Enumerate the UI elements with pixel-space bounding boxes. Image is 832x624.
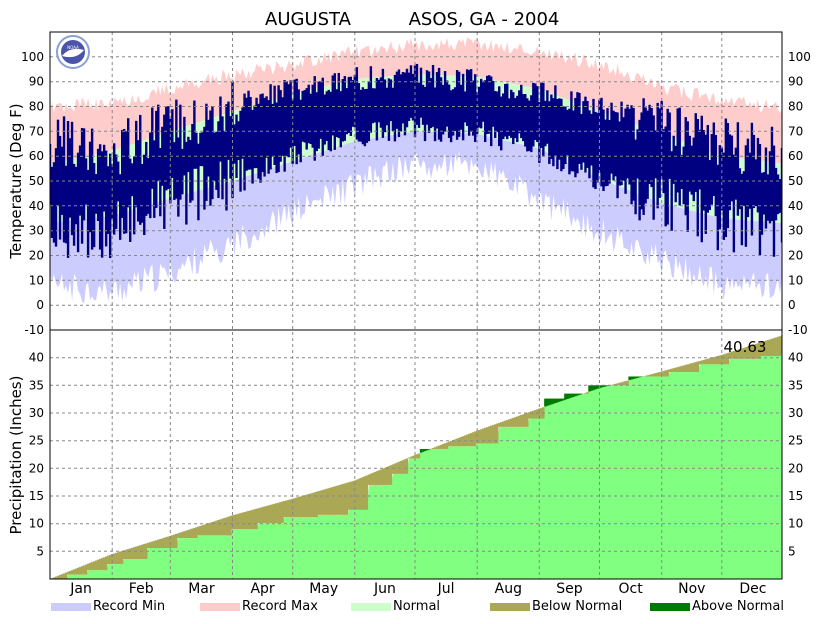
legend-swatch [51, 603, 91, 611]
precip-y-tick-label: 15 [29, 489, 44, 503]
temp-y-tick-label-right: 20 [788, 249, 803, 263]
legend-label: Record Max [242, 599, 318, 614]
chart-title-station: AUGUSTA [265, 9, 352, 30]
month-tick-label: Aug [495, 581, 522, 597]
precip-y-tick-label: 40 [29, 351, 44, 365]
legend-swatch [351, 603, 391, 611]
month-tick-label: May [309, 581, 338, 597]
month-tick-label: Jul [437, 581, 455, 597]
temp-y-tick-label: 60 [29, 149, 44, 163]
temp-y-tick-label: -10 [24, 323, 44, 337]
month-tick-label: Jan [69, 581, 92, 597]
legend-label: Below Normal [532, 599, 622, 614]
temp-y-tick-label: 50 [29, 174, 44, 188]
temp-y-tick-label-right: 30 [788, 224, 803, 238]
temp-y-tick-label-right: 0 [788, 298, 796, 312]
below-normal-bar [406, 458, 408, 473]
temp-y-tick-label-right: 80 [788, 100, 803, 114]
legend-swatch [650, 603, 690, 611]
temp-y-tick-label: 10 [29, 273, 44, 287]
precip-y-tick-label-right: 10 [788, 517, 803, 531]
temp-y-tick-label: 100 [21, 50, 44, 64]
above-normal-bar [428, 449, 430, 450]
below-normal-bar [626, 381, 628, 386]
precip-y-tick-label: 10 [29, 517, 44, 531]
temp-y-tick-label-right: 10 [788, 273, 803, 287]
temp-y-tick-label: 80 [29, 100, 44, 114]
month-tick-label: Apr [250, 581, 274, 597]
month-tick-label: Mar [188, 581, 215, 597]
precipitation-total-label: 40.63 [724, 338, 767, 356]
temp-y-tick-label-right: 90 [788, 75, 803, 89]
noaa-logo-text: NOAA [67, 45, 79, 50]
temp-y-tick-label-right: 50 [788, 174, 803, 188]
noaa-logo: NOAA [57, 36, 89, 68]
month-tick-label: Sep [556, 581, 583, 597]
precip-y-tick-label: 25 [29, 434, 44, 448]
temp-y-tick-label: 0 [36, 298, 44, 312]
month-tick-label: Jun [373, 581, 396, 597]
temp-y-tick-label: 30 [29, 224, 44, 238]
temp-y-tick-label-right: 70 [788, 124, 803, 138]
legend-label: Record Min [93, 599, 165, 614]
precip-y-tick-label-right: 20 [788, 461, 803, 475]
month-tick-label: Nov [678, 581, 705, 597]
temp-y-tick-label-right: 60 [788, 149, 803, 163]
precip-y-tick-label-right: 35 [788, 378, 803, 392]
precip-y-tick-label: 20 [29, 461, 44, 475]
month-tick-label: Feb [129, 581, 154, 597]
legend-label: Above Normal [692, 599, 784, 614]
chart-title-network: ASOS, GA - 2004 [409, 9, 560, 30]
temp-y-tick-label: 90 [29, 75, 44, 89]
precip-y-tick-label: 30 [29, 406, 44, 420]
above-normal-bar [580, 394, 582, 395]
precip-y-tick-label-right: 5 [788, 544, 796, 558]
below-normal-bar [418, 453, 420, 458]
precipitation-y-axis-label: Precipitation (Inches) [7, 376, 25, 535]
precip-y-tick-label-right: 25 [788, 434, 803, 448]
precip-y-tick-label: 5 [36, 544, 44, 558]
below-normal-bar [586, 392, 588, 393]
legend-label: Normal [393, 599, 440, 614]
temp-y-tick-label: 20 [29, 249, 44, 263]
month-tick-label: Oct [618, 581, 643, 597]
temp-y-tick-label-right: -10 [788, 323, 808, 337]
temp-y-tick-label-right: 100 [788, 50, 811, 64]
month-tick-label: Dec [739, 581, 766, 597]
legend-swatch [200, 603, 240, 611]
legend-swatch [490, 603, 530, 611]
temperature-y-axis-label: Temperature (Deg F) [7, 103, 25, 259]
precip-y-tick-label-right: 40 [788, 351, 803, 365]
precip-y-tick-label-right: 15 [788, 489, 803, 503]
temp-y-tick-label: 70 [29, 124, 44, 138]
legend: Record Min Record Max Normal Below Normal Ab… [51, 599, 784, 614]
precip-y-tick-label: 35 [29, 378, 44, 392]
temp-y-tick-label-right: 40 [788, 199, 803, 213]
precip-y-tick-label-right: 30 [788, 406, 803, 420]
temp-y-tick-label: 40 [29, 199, 44, 213]
